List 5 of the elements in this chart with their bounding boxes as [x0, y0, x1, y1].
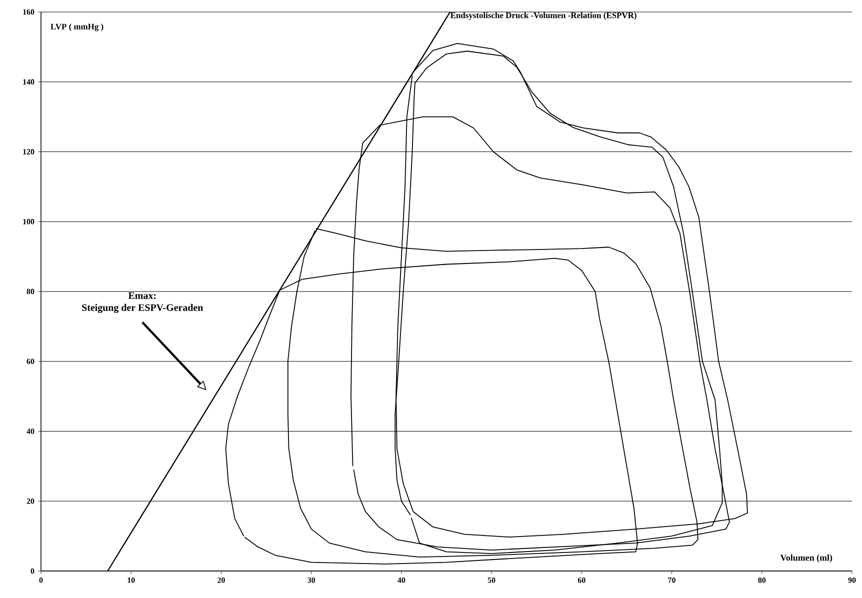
annotation: Steigung der ESPV-Geraden [82, 304, 204, 314]
x-axis-title: Volumen (ml) [780, 554, 832, 562]
y-axis-title: LVP ( mmHg ) [50, 24, 104, 32]
annotation: Emax: [128, 292, 156, 300]
series-label: Endsystolische Druck -Volumen -Relation (ESPVR) [450, 12, 636, 20]
